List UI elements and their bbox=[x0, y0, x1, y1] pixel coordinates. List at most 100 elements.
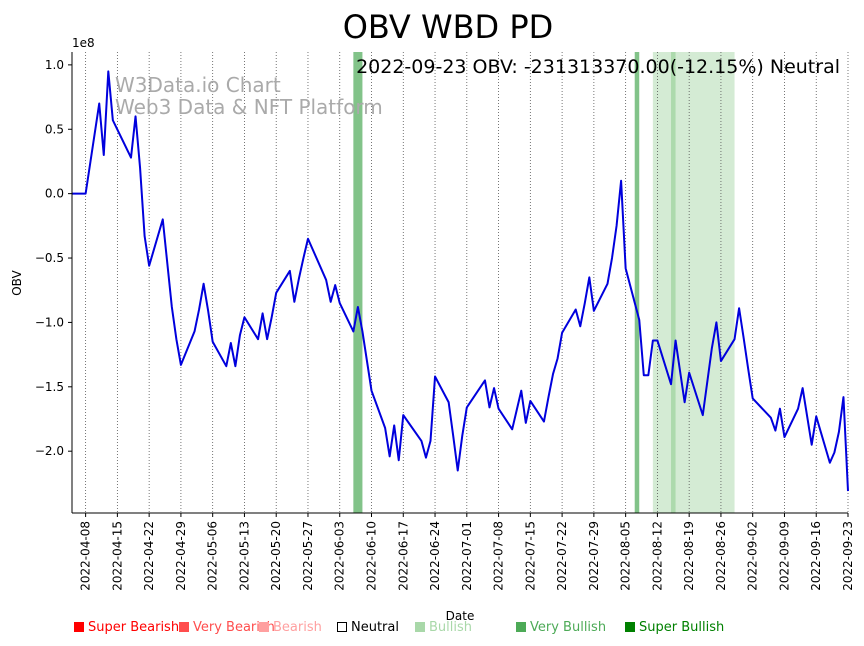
x-tick-label: 2022-07-15 bbox=[523, 521, 537, 591]
obv-point bbox=[498, 408, 500, 410]
x-tick-label: 2022-08-26 bbox=[714, 521, 728, 591]
obv-point bbox=[770, 417, 772, 419]
signal-band bbox=[671, 52, 676, 513]
y-axis-ticks: 1.0 0.5 0.0 −0.5 −1.0 −1.5 −2.0 bbox=[35, 58, 72, 458]
x-tick-label: 2022-07-29 bbox=[587, 521, 601, 591]
signal-band bbox=[353, 52, 363, 513]
y-tick-label: 1.0 bbox=[45, 58, 64, 72]
obv-point bbox=[384, 427, 386, 429]
obv-point bbox=[702, 414, 704, 416]
obv-point bbox=[230, 342, 232, 344]
x-axis-label: Date bbox=[446, 609, 475, 623]
obv-point bbox=[797, 408, 799, 410]
obv-point bbox=[293, 301, 295, 303]
obv-point bbox=[180, 364, 182, 366]
x-tick-label: 2022-09-23 bbox=[841, 521, 855, 591]
y-tick-label: −1.0 bbox=[35, 315, 64, 329]
obv-point bbox=[715, 321, 717, 323]
legend-label: Bullish bbox=[429, 620, 473, 635]
obv-point bbox=[706, 381, 708, 383]
obv-point bbox=[656, 339, 658, 341]
legend-very-bullish: Very Bullish bbox=[516, 620, 606, 635]
y-tick-label: −0.5 bbox=[35, 251, 64, 265]
obv-point bbox=[225, 365, 227, 367]
legend-swatch-super-bullish bbox=[625, 622, 635, 632]
obv-point bbox=[525, 422, 527, 424]
x-tick-label: 2022-08-19 bbox=[682, 521, 696, 591]
x-tick-label: 2022-09-02 bbox=[746, 521, 760, 591]
obv-point bbox=[815, 415, 817, 417]
obv-point bbox=[484, 379, 486, 381]
x-tick-label: 2022-04-22 bbox=[142, 521, 156, 591]
x-tick-label: 2022-04-29 bbox=[174, 521, 188, 591]
obv-point bbox=[643, 374, 645, 376]
obv-point bbox=[520, 390, 522, 392]
vertical-gridlines bbox=[85, 52, 849, 513]
obv-point bbox=[806, 415, 808, 417]
obv-point bbox=[829, 462, 831, 464]
chart-title: OBV WBD PD bbox=[343, 8, 554, 46]
obv-point bbox=[80, 193, 82, 195]
obv-point bbox=[783, 436, 785, 438]
x-tick-label: 2022-05-06 bbox=[206, 521, 220, 591]
obv-point bbox=[139, 167, 141, 169]
obv-point bbox=[420, 440, 422, 442]
x-tick-label: 2022-06-17 bbox=[396, 521, 410, 591]
y-tick-label: −1.5 bbox=[35, 380, 64, 394]
obv-point bbox=[679, 370, 681, 372]
obv-point bbox=[516, 409, 518, 411]
obv-point bbox=[330, 301, 332, 303]
obv-point bbox=[743, 337, 745, 339]
obv-point bbox=[720, 360, 722, 362]
obv-point bbox=[547, 396, 549, 398]
obv-point bbox=[779, 408, 781, 410]
obv-point bbox=[266, 338, 268, 340]
obv-point bbox=[148, 265, 150, 267]
obv-point bbox=[257, 338, 259, 340]
obv-point bbox=[107, 70, 109, 72]
obv-point bbox=[207, 310, 209, 312]
obv-point bbox=[593, 310, 595, 312]
obv-point bbox=[243, 316, 245, 318]
legend-swatch-neutral bbox=[337, 622, 347, 632]
watermark-line-1: W3Data.io Chart bbox=[115, 73, 281, 97]
obv-point bbox=[620, 180, 622, 182]
x-tick-label: 2022-04-08 bbox=[79, 521, 93, 591]
x-tick-label: 2022-07-22 bbox=[555, 521, 569, 591]
obv-point bbox=[511, 428, 513, 430]
latest-value-annotation: 2022-09-23 OBV: -231313370.00(-12.15%) N… bbox=[356, 56, 840, 78]
legend-label: Bearish bbox=[273, 620, 322, 635]
legend-super-bullish: Super Bullish bbox=[625, 620, 724, 635]
obv-point bbox=[616, 225, 618, 227]
obv-point bbox=[85, 193, 87, 195]
x-axis-ticks: 2022-04-08 2022-04-15 2022-04-22 2022-04-29… bbox=[79, 513, 855, 591]
legend-label: Super Bearish bbox=[88, 620, 180, 635]
obv-point bbox=[425, 457, 427, 459]
x-tick-label: 2022-06-03 bbox=[333, 521, 347, 591]
obv-point bbox=[575, 309, 577, 311]
obv-point bbox=[488, 406, 490, 408]
obv-point bbox=[234, 365, 236, 367]
obv-point bbox=[402, 414, 404, 416]
obv-point bbox=[198, 309, 200, 311]
obv-point bbox=[212, 341, 214, 343]
x-tick-label: 2022-05-27 bbox=[301, 521, 315, 591]
obv-point bbox=[339, 302, 341, 304]
obv-point bbox=[842, 396, 844, 398]
obv-point bbox=[361, 330, 363, 332]
x-tick-label: 2022-05-20 bbox=[269, 521, 283, 591]
obv-point bbox=[452, 435, 454, 437]
obv-point bbox=[302, 257, 304, 259]
obv-point bbox=[606, 283, 608, 285]
obv-point bbox=[711, 347, 713, 349]
legend-swatch-very-bearish bbox=[179, 622, 189, 632]
legend-neutral: Neutral bbox=[337, 620, 399, 635]
x-tick-label: 2022-06-24 bbox=[428, 521, 442, 591]
obv-point bbox=[688, 372, 690, 374]
y-axis-exponent: 1e8 bbox=[72, 36, 95, 50]
obv-point bbox=[466, 406, 468, 408]
obv-point bbox=[561, 332, 563, 334]
obv-point bbox=[298, 278, 300, 280]
legend-swatch-very-bullish bbox=[516, 622, 526, 632]
legend-swatch-bearish bbox=[259, 622, 269, 632]
